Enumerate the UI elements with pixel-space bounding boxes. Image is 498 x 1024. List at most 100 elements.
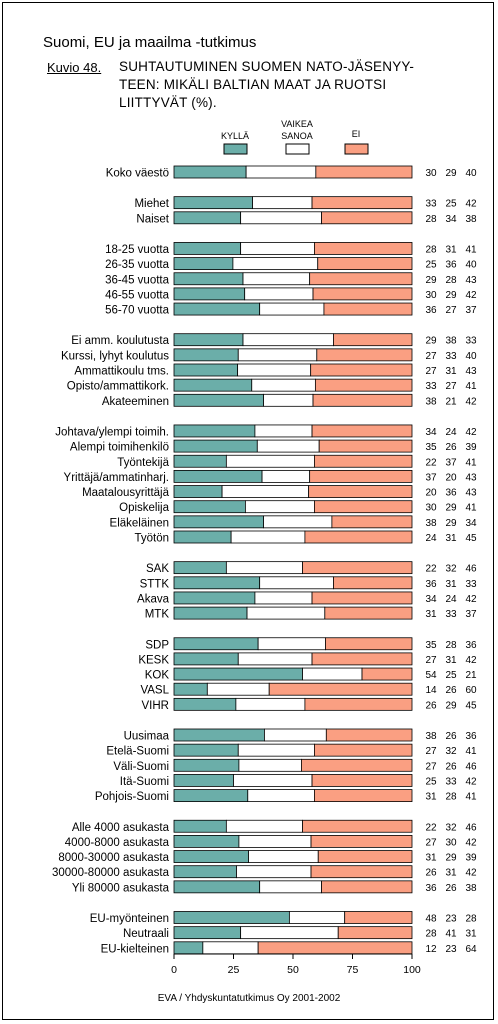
- bar-segment-vaikea-sanoa: [264, 728, 327, 742]
- bar-segment-vaikea-sanoa: [302, 667, 363, 681]
- bar-row-26-35-vuotta: 26-35 vuotta 25 36 40: [105, 257, 477, 271]
- value-label-vaikea-sanoa: 31: [445, 244, 457, 255]
- bar-row-naiset: Naiset 28 34 38: [136, 211, 477, 225]
- category-label: VASL: [140, 685, 169, 697]
- bar-segment-kylla: [173, 789, 249, 802]
- bar-segment-ei: [315, 165, 413, 179]
- value-label-kylla: 26: [425, 868, 437, 879]
- chart-title-line-2: TEEN: MIKÄLI BALTIAN MAAT JA RUOTSI: [119, 77, 387, 92]
- bar-segment-kylla: [173, 393, 264, 407]
- value-label-ei: 40: [465, 260, 477, 271]
- value-label-ei: 43: [465, 275, 477, 286]
- value-label-ei: 42: [465, 594, 477, 605]
- bar-segment-kylla: [173, 530, 232, 544]
- value-label-kylla: 27: [425, 761, 437, 772]
- category-label: 46-55 vuotta: [105, 289, 170, 301]
- category-label: Akateeminen: [102, 396, 169, 408]
- value-label-kylla: 37: [425, 472, 437, 483]
- value-label-ei: 46: [465, 761, 477, 772]
- legend-label-ei: EI: [352, 129, 361, 139]
- bar-segment-kylla: [173, 348, 239, 362]
- bar-segment-ei: [333, 576, 413, 590]
- value-label-vaikea-sanoa: 33: [445, 609, 457, 620]
- value-label-kylla: 38: [425, 396, 437, 407]
- value-label-vaikea-sanoa: 28: [445, 792, 457, 803]
- bar-segment-kylla: [173, 363, 239, 377]
- bar-segment-kylla: [173, 774, 234, 787]
- value-label-kylla: 36: [425, 883, 437, 894]
- bar-row-pohjois-suomi: Pohjois-Suomi 31 28 41: [95, 789, 477, 803]
- bar-segment-kylla: [173, 287, 246, 301]
- bar-segment-ei: [361, 667, 413, 681]
- bar-row-opisto-ammattikork: Opisto/ammattikork. 33 27 41: [67, 378, 477, 393]
- figure-label: Kuvio 48.: [47, 60, 102, 75]
- bar-segment-vaikea-sanoa: [242, 333, 334, 347]
- category-label: Neutraali: [123, 928, 169, 940]
- bar-segment-ei: [331, 515, 413, 529]
- category-label: 18-25 vuotta: [105, 244, 170, 256]
- bar-segment-vaikea-sanoa: [263, 393, 314, 407]
- value-label-kylla: 33: [425, 199, 437, 210]
- stacked-bar-chart: KYLLÄ VAIKEA SANOA EI Koko väestö 30 29 40 Mieh…: [52, 119, 477, 976]
- category-label: Alle 4000 asukasta: [72, 822, 170, 834]
- chart-title-line-3: LIITTYVÄT (%).: [119, 95, 217, 110]
- bar-segment-ei: [311, 774, 413, 787]
- value-label-ei: 64: [465, 944, 477, 955]
- bar-segment-vaikea-sanoa: [244, 500, 315, 514]
- bar-segment-ei: [325, 728, 413, 742]
- bar-row-elakelainen: Eläkeläinen 38 29 34: [110, 515, 477, 529]
- value-label-kylla: 26: [425, 700, 437, 711]
- bar-segment-ei: [325, 637, 413, 651]
- bar-row-opiskelija: Opiskelija 30 29 41: [119, 500, 477, 514]
- value-label-kylla: 30: [425, 503, 437, 514]
- value-label-kylla: 31: [425, 609, 437, 620]
- bar-segment-vaikea-sanoa: [221, 485, 310, 498]
- bar-row-sttk: STTK 36 31 33: [140, 576, 477, 590]
- bar-segment-kylla: [173, 515, 264, 529]
- bar-segment-vaikea-sanoa: [236, 865, 312, 879]
- value-label-kylla: 34: [425, 427, 437, 438]
- category-label: Kurssi, lyhyt koulutus: [61, 350, 169, 362]
- value-label-vaikea-sanoa: 26: [445, 685, 457, 696]
- bar-segment-kylla: [173, 880, 261, 894]
- bar-row-56-70-vuotta: 56-70 vuotta 36 27 37: [105, 302, 477, 317]
- bar-segment-kylla: [173, 697, 237, 711]
- value-label-kylla: 29: [425, 336, 437, 347]
- value-label-vaikea-sanoa: 30: [445, 837, 457, 848]
- value-label-vaikea-sanoa: 32: [445, 564, 457, 575]
- value-label-kylla: 30: [425, 168, 437, 179]
- bar-segment-ei: [309, 469, 413, 483]
- legend-swatch-vaikea-sanoa: [285, 143, 310, 155]
- category-label: Naiset: [136, 213, 169, 225]
- value-label-kylla: 12: [425, 944, 437, 955]
- bar-row-vihr: VIHR 26 29 45: [142, 697, 477, 712]
- bar-segment-vaikea-sanoa: [259, 576, 334, 590]
- value-label-vaikea-sanoa: 24: [445, 594, 457, 605]
- bar-row-miehet: Miehet 33 25 42: [134, 196, 477, 210]
- bar-segment-kylla: [173, 257, 234, 271]
- value-label-vaikea-sanoa: 28: [445, 275, 457, 286]
- bar-row-eu-myonteinen: EU-myönteinen 48 23 28: [90, 911, 477, 925]
- bar-segment-vaikea-sanoa: [237, 348, 318, 362]
- category-label: 26-35 vuotta: [105, 259, 170, 271]
- x-tick-label: 0: [171, 964, 177, 976]
- value-label-vaikea-sanoa: 21: [445, 396, 457, 407]
- value-label-ei: 21: [465, 670, 477, 681]
- value-label-ei: 34: [465, 518, 477, 529]
- bar-row-alle-4000-asukasta: Alle 4000 asukasta 22 32 46: [72, 819, 477, 834]
- bar-segment-kylla: [173, 682, 208, 696]
- value-label-ei: 43: [465, 472, 477, 483]
- bar-segment-vaikea-sanoa: [256, 439, 320, 453]
- bar-segment-vaikea-sanoa: [232, 257, 319, 271]
- bar-row-tyontekija: Työntekijä 22 37 41: [117, 454, 477, 469]
- bar-segment-ei: [314, 743, 413, 757]
- value-label-ei: 46: [465, 822, 477, 833]
- bar-segment-vaikea-sanoa: [244, 287, 314, 301]
- chart-title-line-1: SUHTAUTUMINEN SUOMEN NATO-JÄSENYY-: [119, 59, 415, 74]
- bar-segment-kylla: [173, 485, 223, 498]
- bar-segment-vaikea-sanoa: [240, 926, 339, 940]
- bar-segment-ei: [310, 865, 413, 879]
- bar-row-kesk: KESK 27 31 42: [138, 652, 477, 666]
- value-label-kylla: 31: [425, 792, 437, 803]
- bar-segment-vaikea-sanoa: [252, 196, 313, 210]
